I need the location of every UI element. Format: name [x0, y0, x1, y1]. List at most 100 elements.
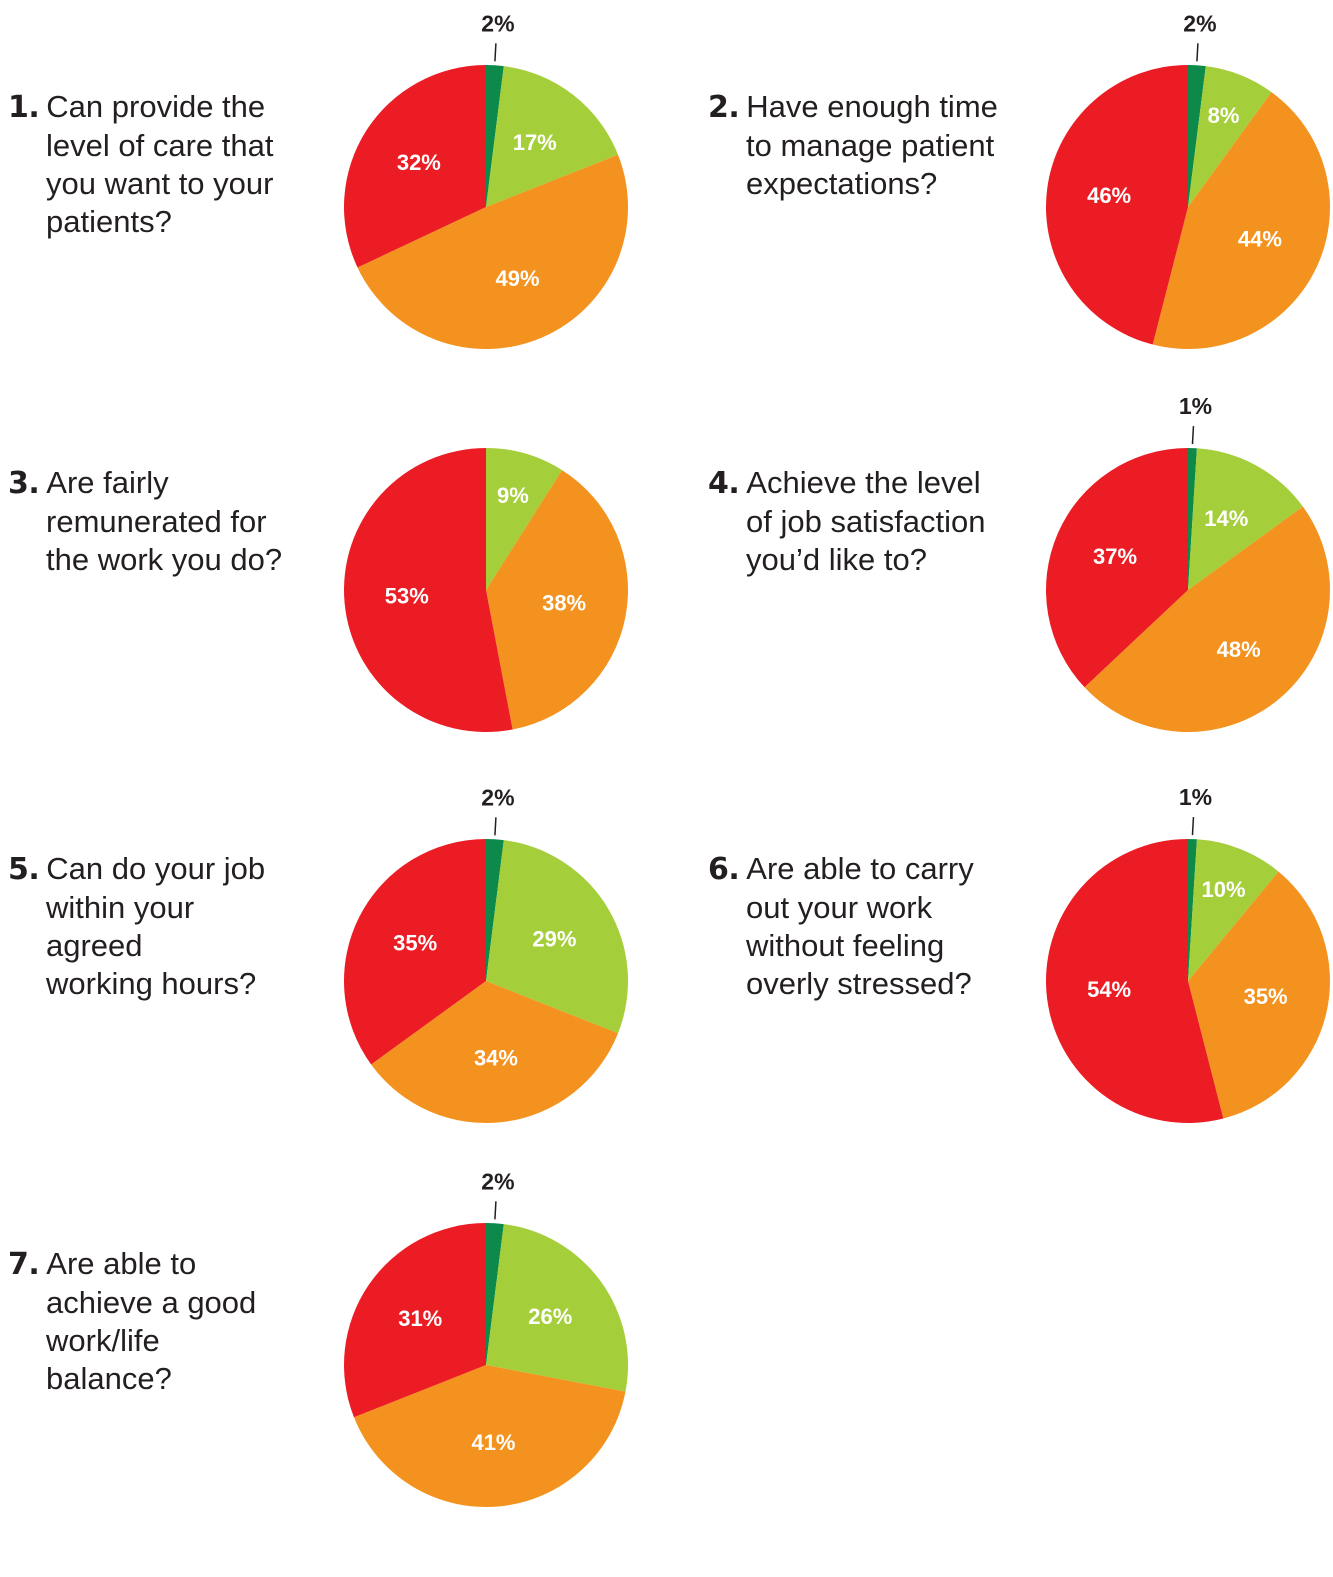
pie-slice	[1084, 506, 1330, 732]
pie-slice	[486, 448, 563, 590]
question-text-line: without feeling	[746, 928, 945, 963]
leader-line	[494, 43, 497, 62]
slice-label: 46%	[1087, 183, 1131, 208]
pie-chart: 2% 26% 41% 31%	[344, 1168, 628, 1507]
pie-slice	[343, 65, 486, 268]
slice-outside-label: 2%	[481, 784, 514, 810]
slice-label: 48%	[1217, 637, 1261, 662]
question-text-line: Can provide the	[46, 89, 266, 124]
pie-slice	[357, 154, 628, 349]
pie-slice	[1188, 871, 1330, 1119]
question-text-line: out your work	[746, 890, 933, 925]
question-text-line: work/life	[46, 1323, 160, 1358]
question-number: 7.	[8, 1247, 40, 1282]
chart-question: 2. Have enough time to manage patient expec…	[708, 88, 998, 203]
pie-chart: 9% 38% 53%	[344, 448, 628, 732]
question-text-line: Are able to	[46, 1246, 197, 1281]
pie-slice	[486, 65, 504, 207]
slice-label: 17%	[513, 130, 557, 155]
question-text-line: expectations?	[746, 166, 938, 201]
chart-question: 6. Are able to carry out your work without …	[708, 850, 998, 1003]
pie-slice	[1188, 839, 1197, 981]
question-text-line: achieve a good	[46, 1285, 257, 1320]
slice-label: 31%	[398, 1306, 442, 1331]
slice-outside-label: 1%	[1179, 784, 1212, 810]
slice-label: 9%	[497, 483, 529, 508]
slice-label: 34%	[474, 1046, 518, 1071]
slice-label: 29%	[532, 926, 576, 951]
slice-label: 35%	[1244, 984, 1288, 1009]
question-text-line: remunerated for	[46, 504, 267, 539]
question-number: 4.	[708, 466, 740, 501]
question-text-line: Can do your job	[46, 851, 266, 886]
question-number: 2.	[708, 90, 740, 125]
question-text-line: working hours?	[46, 966, 257, 1001]
chart-question: 5. Can do your job within your agreed worki…	[8, 850, 298, 1003]
pie-slice	[371, 981, 619, 1123]
question-text-line: you want to your	[46, 166, 274, 201]
pie-slice	[344, 839, 486, 1065]
leader-line	[1191, 426, 1195, 445]
chart-question: 1. Can provide the level of care that you w…	[8, 88, 298, 241]
slice-label: 37%	[1093, 544, 1137, 569]
leader-line	[1196, 43, 1199, 62]
pie-slice	[1188, 839, 1279, 981]
question-number: 1.	[8, 90, 40, 125]
pie-slice	[1152, 92, 1330, 350]
pie-slice	[344, 448, 513, 732]
question-text-line: Have enough time	[746, 89, 998, 124]
leader-line	[494, 817, 497, 836]
pie-chart: 1% 14% 48% 37%	[1046, 393, 1330, 732]
pie-slice	[486, 66, 619, 207]
pie-slice	[1046, 448, 1188, 688]
slice-label: 53%	[385, 583, 429, 608]
question-number: 5.	[8, 852, 40, 887]
question-number: 3.	[8, 466, 40, 501]
question-text-line: level of care that	[46, 128, 274, 163]
pie-slice	[1188, 448, 1303, 590]
question-text-line: overly stressed?	[746, 966, 972, 1001]
leader-line	[494, 1201, 497, 1220]
question-text-line: Are fairly	[46, 465, 169, 500]
question-text-line: Achieve the level	[746, 465, 981, 500]
slice-label: 32%	[397, 150, 441, 175]
slice-label: 49%	[496, 266, 540, 291]
question-text-line: patients?	[46, 204, 172, 239]
slice-outside-label: 2%	[481, 1168, 514, 1194]
slice-label: 35%	[393, 931, 437, 956]
slice-label: 44%	[1238, 227, 1282, 252]
pie-slice	[344, 1223, 486, 1418]
question-text-line: balance?	[46, 1361, 172, 1396]
pie-slice	[486, 1224, 628, 1392]
pie-chart: 2% 29% 34% 35%	[344, 784, 628, 1123]
pie-slice	[1188, 65, 1206, 207]
pie-slice	[1188, 448, 1197, 590]
pie-slice	[486, 840, 628, 1034]
chart-question: 4. Achieve the level of job satisfaction yo…	[708, 464, 998, 579]
pie-slice	[1046, 65, 1188, 345]
question-text-line: the work you do?	[46, 542, 283, 577]
slice-label: 14%	[1204, 506, 1248, 531]
question-text-line: Are able to carry	[746, 851, 974, 886]
slice-label: 10%	[1202, 877, 1246, 902]
question-number: 6.	[708, 852, 740, 887]
question-text-line: to manage patient	[746, 128, 995, 163]
pie-slice	[486, 1223, 504, 1365]
pie-chart: 2% 8% 44% 46%	[1046, 10, 1330, 350]
slice-label: 26%	[528, 1304, 572, 1329]
slice-outside-label: 2%	[1183, 10, 1216, 36]
question-text-line: you’d like to?	[746, 542, 927, 577]
pie-slice	[486, 470, 628, 730]
pie-slice	[1046, 839, 1224, 1123]
slice-label: 8%	[1208, 103, 1240, 128]
question-text-line: within your agreed	[46, 890, 195, 963]
chart-question: 7. Are able to achieve a good work/life bala…	[8, 1245, 298, 1398]
slice-label: 54%	[1087, 977, 1131, 1002]
slice-outside-label: 2%	[481, 10, 514, 36]
pie-chart: 2% 17% 49% 32%	[343, 10, 628, 349]
leader-line	[1191, 817, 1195, 836]
pie-slice	[486, 839, 504, 981]
pie-slice	[353, 1365, 626, 1507]
question-text-line: of job satisfaction	[746, 504, 986, 539]
slice-label: 41%	[471, 1430, 515, 1455]
